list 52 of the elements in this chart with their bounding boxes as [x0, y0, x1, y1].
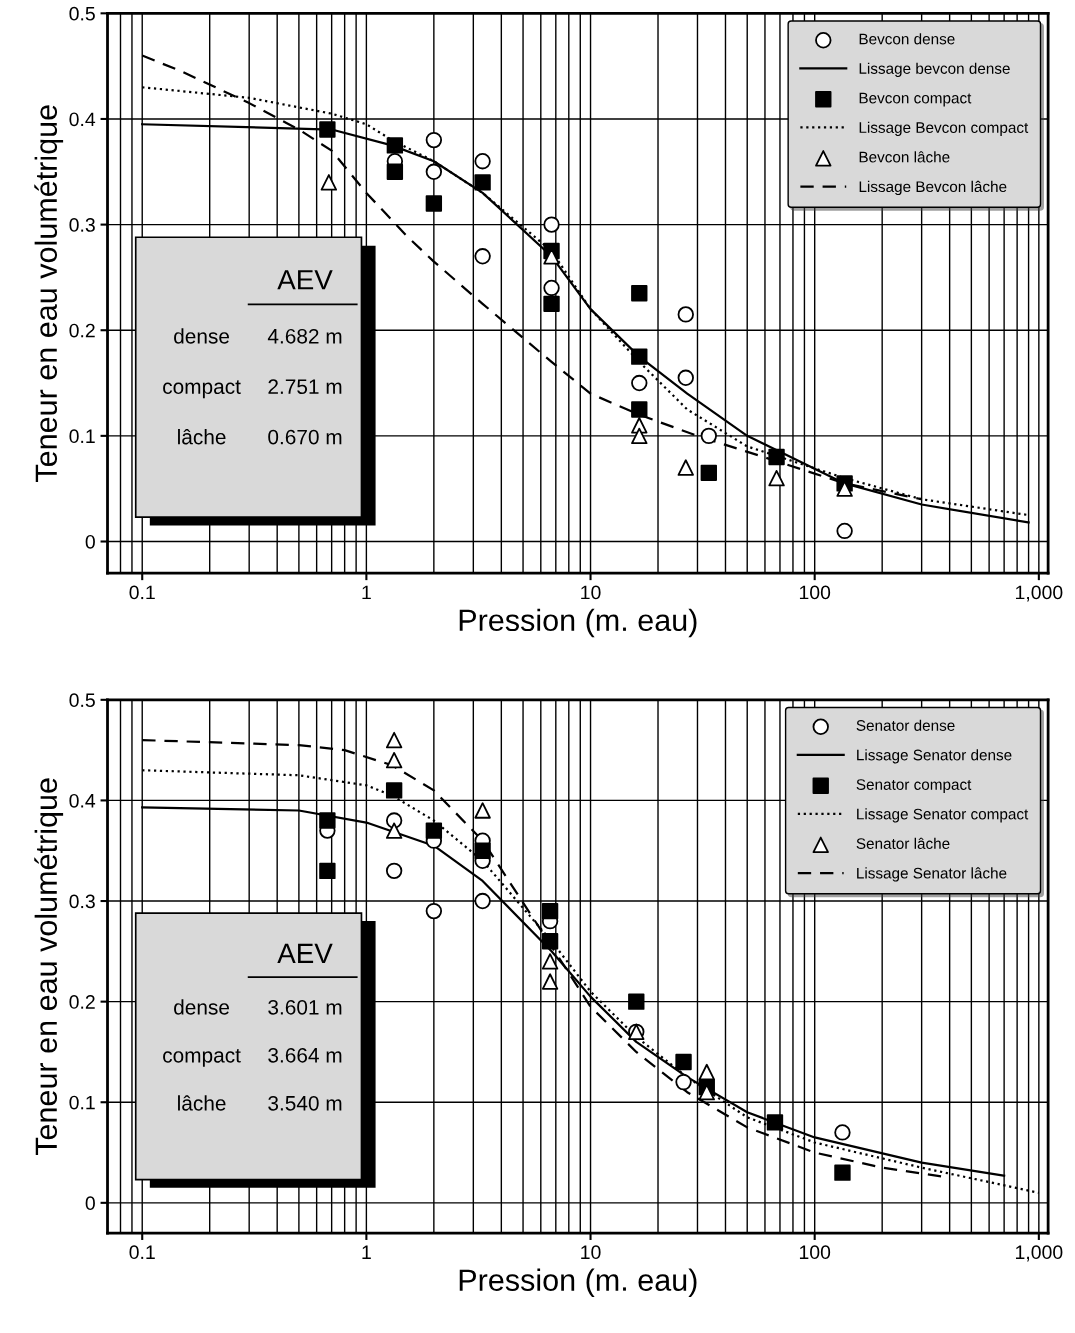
y-tick-label: 0.1 — [69, 429, 95, 444]
x-tick-label: 0.1 — [129, 1245, 155, 1260]
legend-label: Bevcon dense — [859, 33, 955, 45]
x-tick-label: 100 — [799, 1245, 831, 1260]
annotation: lâche — [178, 1095, 226, 1111]
legend-label: Senator dense — [856, 719, 955, 731]
annotation: compact — [163, 1048, 241, 1067]
y-tick-label: 0.5 — [69, 6, 95, 21]
legend-label: Bevcon compact — [859, 92, 972, 107]
annotation: AEV — [277, 943, 333, 963]
y-tick-label: 0.2 — [69, 323, 95, 338]
annotation: compact — [163, 380, 241, 399]
y-axis-title: Teneur en eau volumétrique — [34, 105, 64, 482]
annotation: AEV — [277, 270, 333, 290]
x-axis-title: Pression (m. eau) — [459, 1268, 697, 1297]
legend-label: Lissage Senator dense — [857, 749, 1012, 764]
x-tick-label: 1,000 — [1016, 585, 1063, 602]
legend-label: Bevcon lâche — [859, 151, 950, 163]
legend-label: Senator lâche — [856, 837, 950, 849]
y-tick-label: 0.5 — [69, 693, 95, 708]
x-axis-title: Pression (m. eau) — [459, 608, 697, 638]
y-tick-label: 0.3 — [69, 894, 95, 909]
x-tick-label: 1 — [362, 585, 371, 600]
annotation: lâche — [178, 429, 226, 445]
annotation: dense — [174, 999, 230, 1015]
legend-label: Senator compact — [856, 779, 972, 793]
y-tick-label: 0 — [85, 1196, 95, 1211]
legend-label: Lissage Senator compact — [857, 808, 1029, 823]
x-tick-label: 100 — [799, 585, 831, 600]
y-axis-title: Teneur en eau volumétrique — [34, 778, 64, 1156]
annotation: 2.751 m — [268, 379, 342, 395]
y-tick-label: 0 — [85, 534, 95, 549]
x-tick-label: 10 — [581, 585, 601, 600]
legend-label: Lissage Senator lâche — [857, 867, 1007, 882]
legend-label: Lissage Bevcon lâche — [859, 180, 1007, 196]
x-tick-label: 1 — [362, 1245, 371, 1259]
y-tick-label: 0.1 — [69, 1095, 95, 1110]
y-tick-label: 0.2 — [69, 995, 95, 1009]
annotation: 3.664 m — [268, 1047, 342, 1063]
x-tick-label: 1,000 — [1016, 1245, 1063, 1262]
annotation: dense — [174, 328, 230, 344]
annotation: 3.601 m — [268, 999, 342, 1015]
y-tick-label: 0.3 — [69, 218, 95, 232]
y-tick-label: 0.4 — [69, 793, 96, 808]
legend-label: Lissage bevcon dense — [859, 62, 1010, 77]
x-tick-label: 0.1 — [129, 585, 155, 600]
annotation: 0.670 m — [268, 429, 342, 445]
y-tick-label: 0.4 — [69, 112, 96, 127]
legend-label: Lissage Bevcon compact — [859, 121, 1029, 136]
annotation: 4.682 m — [267, 328, 342, 344]
x-tick-label: 10 — [581, 1245, 601, 1260]
annotation: 3.540 m — [268, 1095, 342, 1111]
